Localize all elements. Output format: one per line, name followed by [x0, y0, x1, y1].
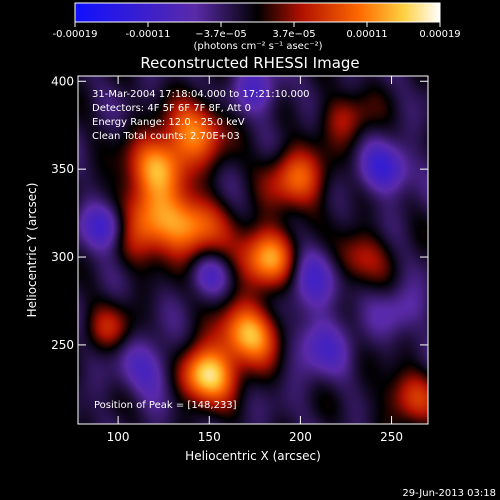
annotation-peak: Position of Peak = [148,233]: [94, 400, 237, 411]
footer-timestamp: 29-Jun-2013 03:18: [402, 488, 496, 499]
colorbar-tick-label: 0.00019: [419, 29, 460, 40]
annotation-energy-range: Energy Range: 12.0 - 25.0 keV: [92, 117, 245, 128]
y-axis-label: Heliocentric Y (arcsec): [25, 183, 39, 318]
colorbar-tick-label: 0.00011: [346, 29, 387, 40]
x-tick-label: 100: [107, 430, 130, 444]
colorbar: [74, 2, 441, 23]
colorbar-tick-label: 3.7e−05: [272, 29, 315, 40]
y-tick-label: 300: [51, 250, 74, 264]
heatmap-image: [78, 76, 428, 424]
chart-title: Reconstructed RHESSI Image: [140, 54, 359, 72]
colorbar-tick-label: −3.7e−05: [195, 29, 247, 40]
x-axis-label: Heliocentric X (arcsec): [185, 449, 321, 463]
y-tick-label: 250: [51, 338, 74, 352]
annotation-algorithm: Clean Total counts: 2.70E+03: [92, 131, 240, 142]
annotation-time-range: 31-Mar-2004 17:18:04.000 to 17:21:10.000: [92, 89, 310, 100]
colorbar-tick-label: -0.00019: [53, 29, 98, 40]
y-tick-label: 400: [51, 74, 74, 88]
x-tick-label: 200: [289, 430, 312, 444]
colorbar-ticks: -0.00019 -0.00011 −3.7e−05 3.7e−05 0.00011 0.…: [53, 22, 461, 40]
y-tick-label: 350: [51, 162, 74, 176]
x-tick-label: 150: [198, 430, 221, 444]
colorbar-label: (photons cm⁻² s⁻¹ asec⁻²): [193, 41, 322, 52]
axis-ticks: 100 150 200 250 250 300 350 400: [51, 74, 428, 444]
annotation-detectors: Detectors: 4F 5F 6F 7F 8F, Att 0: [92, 103, 251, 114]
plot-frame: [77, 75, 429, 425]
x-tick-label: 250: [380, 430, 403, 444]
colorbar-tick-label: -0.00011: [126, 29, 171, 40]
